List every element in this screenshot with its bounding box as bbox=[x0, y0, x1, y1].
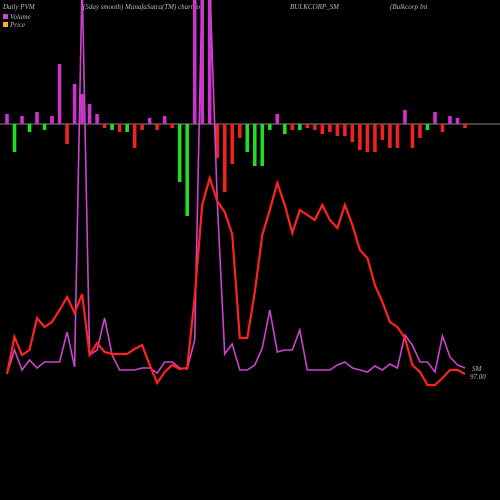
histogram-bar bbox=[448, 116, 452, 124]
histogram-bar bbox=[185, 124, 189, 216]
histogram-bar bbox=[305, 124, 310, 128]
histogram-bar bbox=[57, 64, 62, 124]
line bbox=[5, 174, 466, 387]
histogram-bar bbox=[335, 124, 340, 136]
histogram-bar bbox=[245, 124, 250, 152]
histogram-bar bbox=[328, 124, 332, 132]
histogram-bar bbox=[410, 124, 415, 148]
histogram-bar bbox=[418, 124, 422, 138]
histogram-bar bbox=[200, 0, 205, 124]
histogram-bar bbox=[403, 110, 407, 124]
histogram-bar bbox=[365, 124, 370, 152]
histogram-bar bbox=[140, 124, 144, 130]
title-2: (5day smooth) MunafaSutra(TM) chart for bbox=[83, 3, 203, 11]
histogram-bar bbox=[260, 124, 265, 166]
title-1: Daily PVM bbox=[2, 3, 36, 11]
histogram-bar bbox=[95, 114, 99, 124]
histogram-bar bbox=[463, 124, 467, 128]
end-label: SM bbox=[472, 365, 483, 373]
histogram-bar bbox=[162, 116, 167, 124]
title-3: BULKCORP_SM bbox=[290, 3, 340, 11]
histogram-bar bbox=[192, 0, 197, 124]
histogram-bar bbox=[343, 124, 347, 136]
histogram-bar bbox=[102, 124, 107, 128]
histogram-bar bbox=[290, 124, 295, 130]
histogram-bar bbox=[313, 124, 317, 130]
histogram-bar bbox=[237, 124, 242, 138]
histogram-bar bbox=[222, 124, 227, 192]
histogram-bar bbox=[358, 124, 362, 150]
histogram-bar bbox=[283, 124, 287, 134]
histogram-bar bbox=[72, 84, 77, 124]
legend-swatch bbox=[3, 22, 8, 27]
histogram-bar bbox=[275, 114, 280, 124]
histogram-bar bbox=[27, 124, 32, 132]
histogram-bar bbox=[388, 124, 392, 148]
histogram-bar bbox=[425, 124, 430, 130]
histogram-bar bbox=[350, 124, 355, 142]
histogram-bar bbox=[252, 124, 257, 166]
histogram-bar bbox=[155, 124, 159, 130]
histogram-bar bbox=[117, 124, 122, 132]
histogram-bar bbox=[433, 112, 437, 124]
histogram-bar bbox=[110, 124, 114, 130]
histogram-bar bbox=[373, 124, 377, 152]
histogram-bar bbox=[455, 118, 460, 124]
legend-swatch bbox=[3, 14, 8, 19]
histogram-bar bbox=[298, 124, 302, 130]
histogram-bar bbox=[267, 124, 272, 130]
line bbox=[6, 0, 466, 375]
legend-label: Price bbox=[9, 21, 25, 29]
histogram-bar bbox=[125, 124, 129, 132]
histogram-bar bbox=[80, 94, 84, 124]
histogram-bar bbox=[35, 112, 39, 124]
histogram-bar bbox=[132, 124, 137, 148]
histogram-bar bbox=[440, 124, 445, 132]
histogram-bar bbox=[230, 124, 235, 164]
histogram-bar bbox=[50, 116, 54, 124]
histogram-bar bbox=[320, 124, 325, 134]
histogram-bar bbox=[380, 124, 385, 140]
histogram-bar bbox=[395, 124, 400, 148]
histogram-bar bbox=[177, 124, 182, 182]
histogram-bar bbox=[65, 124, 69, 144]
legend-label: Volume bbox=[10, 13, 31, 21]
histogram-bar bbox=[12, 124, 17, 152]
histogram-bar bbox=[5, 114, 9, 124]
histogram-bar bbox=[170, 124, 174, 128]
histogram-bar bbox=[207, 0, 212, 124]
histogram-bar bbox=[20, 116, 24, 124]
histogram-bar bbox=[147, 118, 152, 124]
title-4: (Bulkcorp Int bbox=[390, 3, 429, 11]
histogram-bar bbox=[42, 124, 47, 130]
histogram-bar bbox=[215, 124, 220, 158]
histogram-bar bbox=[87, 104, 92, 124]
end-value: 97.00 bbox=[470, 373, 486, 381]
